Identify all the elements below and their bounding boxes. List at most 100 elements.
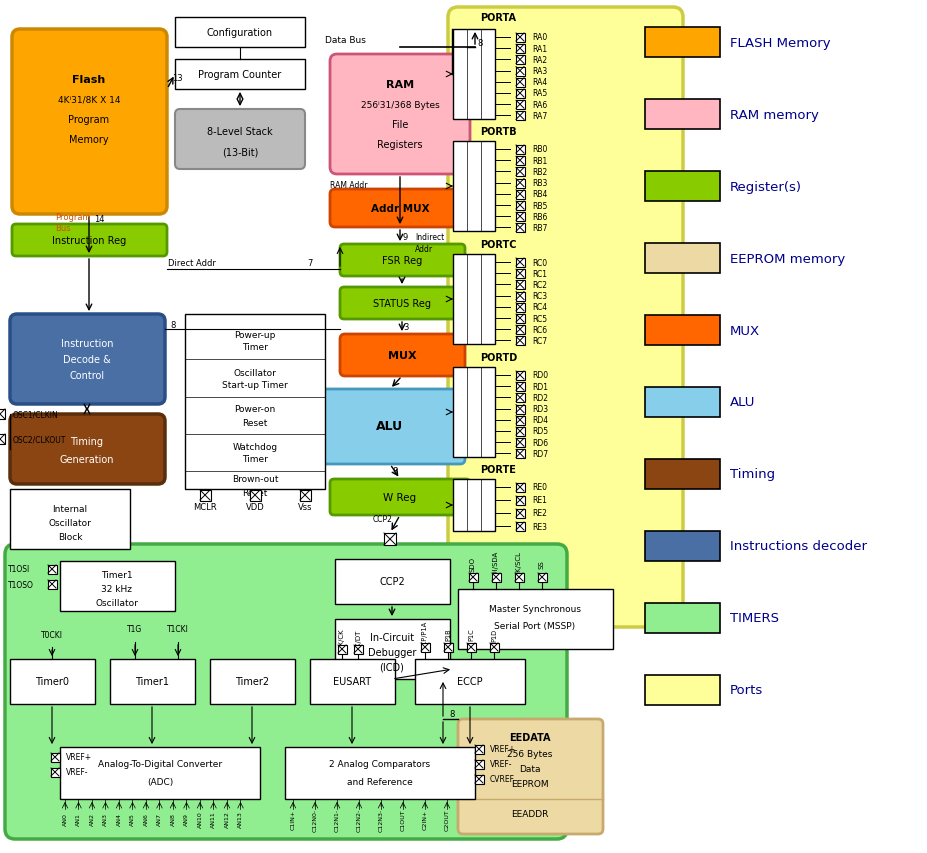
Text: Oscillator: Oscillator: [48, 519, 92, 528]
Text: RB4: RB4: [531, 190, 547, 199]
Bar: [515, 304, 525, 312]
Bar: [299, 490, 311, 502]
Text: RC6: RC6: [531, 325, 547, 334]
Text: Timer: Timer: [242, 343, 268, 352]
Text: T1OSO: T1OSO: [8, 580, 34, 589]
Text: T0CKI: T0CKI: [41, 630, 63, 639]
Text: C12N1-: C12N1-: [334, 808, 339, 831]
FancyBboxPatch shape: [330, 479, 469, 515]
Bar: [249, 490, 260, 502]
Text: VREF+: VREF+: [489, 745, 515, 753]
Text: OSC2/CLKOUT: OSC2/CLKOUT: [13, 435, 67, 444]
Text: Instruction: Instruction: [60, 339, 113, 349]
Text: C12N2-: C12N2-: [356, 808, 362, 831]
Bar: [515, 113, 525, 121]
Text: Reset: Reset: [242, 488, 267, 497]
Bar: [0, 409, 5, 420]
Text: RA1: RA1: [531, 44, 547, 54]
Bar: [515, 427, 525, 437]
Bar: [538, 573, 546, 583]
Bar: [468, 573, 477, 583]
Text: 7: 7: [307, 258, 312, 267]
Bar: [644, 531, 719, 561]
Text: Oscillator: Oscillator: [234, 368, 276, 377]
Text: Vss: Vss: [298, 503, 311, 512]
Text: 13: 13: [171, 73, 183, 83]
Text: and Reference: and Reference: [347, 778, 413, 786]
FancyBboxPatch shape: [339, 245, 464, 276]
Bar: [515, 78, 525, 88]
Bar: [515, 157, 525, 166]
Bar: [384, 533, 396, 545]
Text: T1CKI: T1CKI: [167, 624, 189, 634]
Bar: [515, 168, 525, 177]
Text: AN7: AN7: [157, 813, 162, 826]
Text: Generation: Generation: [59, 455, 114, 464]
Bar: [335, 560, 450, 604]
Text: CCP2: CCP2: [379, 577, 404, 586]
Text: Timer1: Timer1: [101, 570, 133, 579]
Text: Analog-To-Digital Converter: Analog-To-Digital Converter: [98, 760, 222, 769]
Text: RB1: RB1: [531, 156, 547, 165]
Text: ALU: ALU: [376, 420, 403, 433]
Bar: [644, 387, 719, 417]
Text: PORTC: PORTC: [479, 240, 516, 250]
Text: Watchdog: Watchdog: [232, 442, 277, 451]
Text: Data: Data: [519, 764, 540, 774]
Bar: [515, 56, 525, 66]
Text: RAM: RAM: [386, 80, 413, 90]
Text: Control: Control: [70, 370, 105, 380]
Text: PORTA: PORTA: [479, 13, 515, 23]
Text: RC7: RC7: [531, 336, 547, 345]
Text: Timer0: Timer0: [35, 676, 69, 686]
Text: Register(s): Register(s): [730, 180, 801, 194]
Text: Ports: Ports: [730, 684, 762, 697]
Bar: [515, 45, 525, 54]
Text: AN2: AN2: [89, 813, 95, 826]
Text: AN10: AN10: [197, 810, 202, 827]
Text: RA7: RA7: [531, 112, 547, 121]
Text: RB3: RB3: [531, 179, 547, 188]
Text: C1IN+: C1IN+: [290, 809, 295, 829]
Bar: [515, 326, 525, 335]
Text: Data Bus: Data Bus: [324, 36, 365, 44]
FancyBboxPatch shape: [12, 30, 167, 215]
Text: Internal: Internal: [53, 505, 87, 514]
Text: RB2: RB2: [531, 168, 547, 177]
Text: RA0: RA0: [531, 33, 547, 43]
Text: Program: Program: [69, 115, 109, 125]
Text: RC4: RC4: [531, 303, 547, 312]
Text: EEADDR: EEADDR: [511, 809, 548, 819]
FancyBboxPatch shape: [5, 544, 566, 839]
Text: CVREF: CVREF: [489, 775, 514, 784]
Text: RE3: RE3: [531, 522, 546, 531]
Text: RB6: RB6: [531, 212, 547, 222]
Bar: [515, 213, 525, 222]
Text: TX/CK: TX/CK: [338, 629, 345, 649]
Text: T1G: T1G: [127, 624, 143, 634]
Text: VREF+: VREF+: [66, 752, 92, 762]
Bar: [51, 753, 60, 762]
Text: RD6: RD6: [531, 438, 548, 447]
Text: Master Synchronous: Master Synchronous: [489, 605, 580, 614]
Text: VREF-: VREF-: [489, 760, 512, 769]
Text: 256 Bytes: 256 Bytes: [507, 750, 552, 758]
Bar: [515, 67, 525, 77]
Bar: [310, 659, 395, 705]
Bar: [515, 34, 525, 43]
Bar: [353, 645, 362, 654]
Text: RD2: RD2: [531, 393, 548, 403]
Bar: [452, 479, 494, 531]
Bar: [48, 566, 57, 574]
Text: EUSART: EUSART: [333, 676, 371, 686]
Text: Timing: Timing: [730, 468, 774, 481]
Text: TIMERS: TIMERS: [730, 612, 778, 624]
Bar: [175, 18, 305, 48]
FancyBboxPatch shape: [10, 315, 165, 404]
Text: AN6: AN6: [144, 813, 148, 826]
Bar: [644, 28, 719, 58]
Text: (ICD): (ICD): [379, 662, 404, 672]
FancyBboxPatch shape: [339, 287, 464, 320]
Bar: [515, 405, 525, 414]
FancyBboxPatch shape: [175, 110, 305, 170]
